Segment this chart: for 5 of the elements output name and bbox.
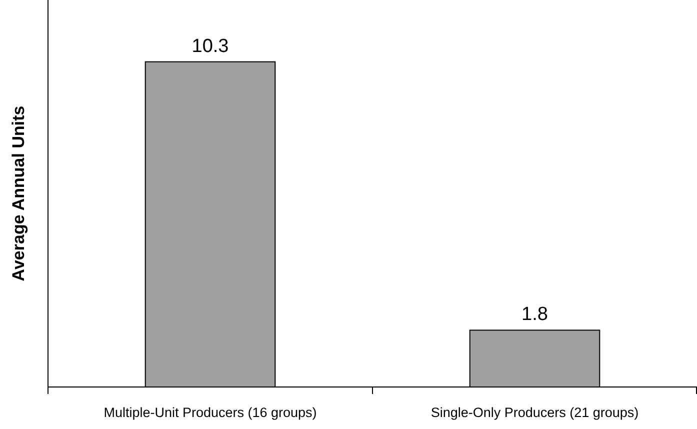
y-axis-title: Average Annual Units bbox=[9, 106, 28, 282]
x-tick-label: Multiple-Unit Producers (16 groups) bbox=[104, 405, 317, 420]
data-label: 1.8 bbox=[522, 304, 548, 326]
data-label: 10.3 bbox=[192, 36, 229, 57]
x-tick-label: Single-Only Producers (21 groups) bbox=[430, 405, 639, 420]
